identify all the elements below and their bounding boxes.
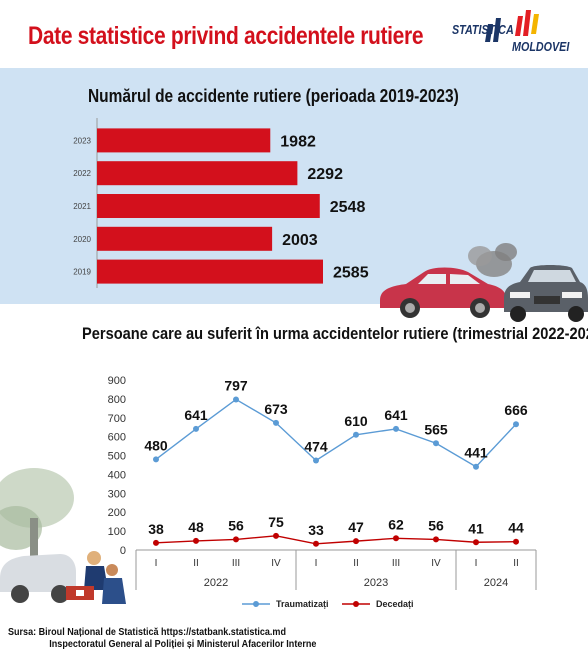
data-label: 41 [468,520,484,536]
x-tick-label: I [155,558,158,569]
data-label: 797 [224,377,248,393]
bar [97,161,298,186]
data-label: 610 [344,413,368,429]
bar-category-label: 2021 [73,202,91,211]
data-point [393,425,399,432]
bar [97,226,273,251]
x-tick-label: I [315,558,318,569]
data-point [353,538,359,545]
bar-value-label: 1982 [280,133,316,150]
bar-category-label: 2019 [73,268,91,277]
data-label: 565 [424,421,448,437]
data-label: 44 [508,520,524,536]
source-line-2: Inspectoratul General al Poliției și Min… [49,638,317,650]
page-title: Date statistice privind accidentele ruti… [28,22,424,50]
bar-chart: 2023 1982 2022 2292 2021 2548 2020 2003 2019 2585 [73,118,369,288]
x-tick-label: II [513,558,519,569]
data-point [193,425,199,432]
bar [97,194,320,218]
bar-value-label: 2003 [282,232,318,249]
x-tick-label: I [475,558,478,569]
data-point [393,535,399,542]
data-label: 75 [268,514,284,530]
y-tick-label: 200 [108,507,126,519]
data-point [513,538,519,545]
bar-value-label: 2548 [330,199,366,216]
y-tick-label: 800 [108,394,126,406]
data-label: 56 [428,517,444,533]
data-point [273,419,279,426]
legend-label: Traumatizați [276,599,329,609]
data-point [153,539,159,546]
data-label: 62 [388,516,404,532]
series-line [155,535,517,545]
logo-text-line1: STATISTICA [452,23,514,37]
x-tick-label: III [232,558,240,569]
y-tick-label: 700 [108,413,126,425]
legend-marker [253,601,259,607]
data-label: 641 [384,407,408,423]
data-point [193,537,199,544]
x-tick-label: II [193,558,199,569]
legend-marker [353,601,359,607]
bar-chart-title: Numărul de accidente rutiere (perioada 2… [88,86,459,106]
bar [97,259,323,284]
y-tick-label: 0 [120,545,126,557]
bar-category-label: 2020 [73,235,91,244]
y-tick-label: 300 [108,488,126,500]
data-point [313,540,319,547]
data-label: 33 [308,522,324,538]
statistica-moldovei-logo: STATISTICA MOLDOVEI [452,8,582,64]
y-tick-label: 600 [108,432,126,444]
data-point [473,539,479,546]
data-point [313,457,319,464]
accident-victims-illustration [0,468,126,604]
data-point [273,532,279,539]
data-point [233,396,239,403]
x-tick-label: IV [271,558,281,569]
data-label: 47 [348,519,364,535]
y-tick-label: 500 [108,451,126,463]
x-tick-label: IV [431,558,441,569]
car-crash-illustration [380,243,588,322]
year-label: 2024 [484,577,508,589]
data-point [433,536,439,543]
data-label: 641 [184,407,208,423]
data-point [233,536,239,543]
data-label: 441 [464,445,488,461]
line-chart-title: Persoane care au suferit în urma acciden… [82,324,588,343]
logo-text-line2: MOLDOVEI [512,40,570,54]
data-label: 474 [304,438,328,454]
data-label: 48 [188,519,204,535]
data-label: 673 [264,401,288,417]
bar-category-label: 2023 [73,136,91,145]
data-point [433,440,439,447]
data-label: 666 [504,402,528,418]
bar-value-label: 2292 [307,166,343,183]
data-label: 38 [148,521,164,537]
data-point [153,456,159,463]
legend-label: Decedați [376,599,414,609]
year-label: 2022 [204,577,228,589]
source-note: Sursa: Biroul Național de Statistică htt… [8,626,316,650]
x-tick-label: II [353,558,359,569]
year-label: 2023 [364,577,388,589]
bar-value-label: 2585 [333,265,369,282]
y-tick-label: 900 [108,375,126,387]
logo-stripes-icon [485,10,539,42]
data-point [353,431,359,438]
bar-category-label: 2022 [73,169,91,178]
x-tick-label: III [392,558,400,569]
data-point [473,463,479,470]
series-line [155,398,517,468]
bar [97,128,271,153]
source-line-1: Sursa: Biroul Național de Statistică htt… [8,626,286,638]
y-tick-label: 100 [108,526,126,538]
data-label: 56 [228,517,244,533]
y-tick-label: 400 [108,469,126,481]
data-point [513,421,519,428]
data-label: 480 [144,437,168,453]
